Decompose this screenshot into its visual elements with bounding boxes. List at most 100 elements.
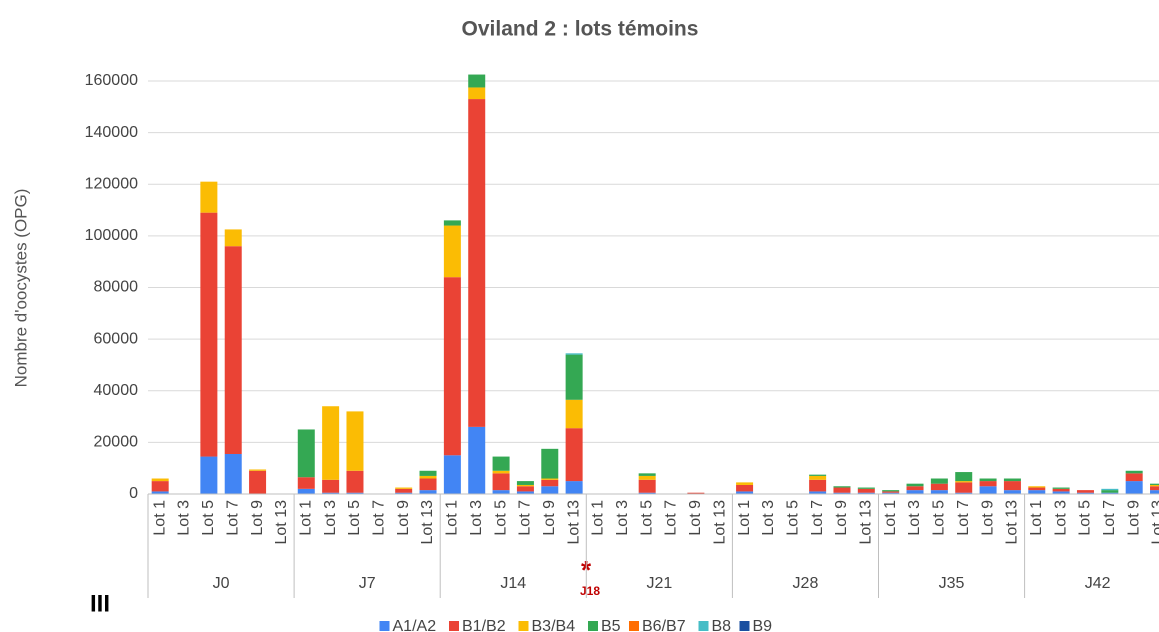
x-tick-label: Lot 9 bbox=[541, 500, 558, 536]
bar-segment bbox=[322, 406, 340, 480]
legend-swatch bbox=[518, 621, 529, 631]
bar-segment bbox=[809, 474, 827, 476]
bar-segment bbox=[979, 486, 997, 494]
bar-segment bbox=[151, 478, 169, 482]
x-tick-label: Lot 3 bbox=[468, 500, 485, 536]
x-tick-label: Lot 1 bbox=[882, 500, 899, 536]
bar-segment bbox=[1150, 486, 1159, 491]
bar-segment bbox=[736, 484, 754, 492]
legend-label: B8 bbox=[712, 618, 732, 632]
x-tick-label: Lot 13 bbox=[711, 500, 728, 545]
bar-segment bbox=[1150, 490, 1159, 494]
bar-segment bbox=[1028, 486, 1046, 488]
legend-label: B5 bbox=[601, 618, 621, 632]
bar-segment bbox=[1150, 484, 1159, 487]
x-tick-label: Lot 3 bbox=[1052, 500, 1069, 536]
bar-segment bbox=[468, 87, 486, 100]
bar-segment bbox=[492, 473, 510, 491]
bar-segment bbox=[200, 181, 218, 213]
bar-segment bbox=[736, 482, 754, 485]
bar-segment bbox=[516, 486, 534, 492]
bar-segment bbox=[906, 486, 924, 491]
legend-swatch bbox=[698, 621, 709, 631]
bar-segment bbox=[955, 481, 973, 483]
bar-segment bbox=[419, 475, 437, 479]
bar-segment bbox=[468, 426, 486, 494]
bar-segment bbox=[930, 490, 948, 494]
bar-segment bbox=[809, 479, 827, 492]
bar-segment bbox=[468, 74, 486, 88]
bar-segment bbox=[516, 491, 534, 494]
bar-segment bbox=[565, 354, 583, 400]
x-tick-label: Lot 13 bbox=[858, 500, 875, 545]
x-tick-label: Lot 1 bbox=[736, 500, 753, 536]
x-tick-label: Lot 1 bbox=[1028, 500, 1045, 536]
bar-segment bbox=[151, 491, 169, 494]
bar-segment bbox=[1003, 478, 1021, 482]
y-tick-label: 80000 bbox=[94, 279, 139, 296]
bar-segment bbox=[492, 490, 510, 494]
bar-segment bbox=[882, 492, 900, 494]
bar-segment bbox=[687, 492, 705, 494]
x-tick-label: Lot 7 bbox=[517, 500, 534, 536]
bar-segment bbox=[443, 220, 461, 226]
bar-segment bbox=[468, 99, 486, 427]
bar-segment bbox=[638, 475, 656, 480]
bar-segment bbox=[297, 477, 315, 489]
x-tick-label: Lot 7 bbox=[224, 500, 241, 536]
y-tick-label: 0 bbox=[129, 485, 138, 502]
bar-segment bbox=[565, 428, 583, 482]
bar-segment bbox=[492, 456, 510, 471]
bar-segment bbox=[1101, 492, 1119, 494]
bar-segment bbox=[930, 478, 948, 484]
bar-segment bbox=[906, 483, 924, 487]
annotation-day: J18 bbox=[580, 584, 600, 598]
bar-segment bbox=[151, 481, 169, 492]
bar-segment bbox=[492, 470, 510, 474]
group-label: J7 bbox=[359, 575, 376, 592]
bar-segment bbox=[857, 488, 875, 493]
bar-segment bbox=[443, 225, 461, 278]
bar-segment bbox=[1101, 490, 1119, 493]
bar-segment bbox=[809, 491, 827, 494]
legend-swatch bbox=[629, 621, 639, 631]
bar-segment bbox=[736, 491, 754, 494]
y-tick-label: 60000 bbox=[94, 330, 139, 347]
bar-segment bbox=[1003, 490, 1021, 494]
x-tick-label: Lot 7 bbox=[663, 500, 680, 536]
bar-segment bbox=[541, 486, 559, 494]
chart-title: Oviland 2 : lots témoins bbox=[462, 18, 699, 41]
bar-segment bbox=[346, 470, 364, 493]
x-tick-label: Lot 3 bbox=[176, 500, 193, 536]
legend-label: B6/B7 bbox=[642, 618, 686, 632]
bar-segment bbox=[395, 488, 413, 493]
bar-segment bbox=[1003, 481, 1021, 491]
bar-segment bbox=[516, 481, 534, 485]
x-tick-label: Lot 13 bbox=[1004, 500, 1021, 545]
bar-segment bbox=[1101, 488, 1119, 491]
bar-segment bbox=[882, 490, 900, 492]
bar-segment bbox=[395, 487, 413, 489]
legend-swatch bbox=[379, 621, 390, 631]
x-tick-label: Lot 7 bbox=[1101, 500, 1118, 536]
x-tick-label: Lot 3 bbox=[322, 500, 339, 536]
x-tick-label: Lot 13 bbox=[419, 500, 436, 545]
bar-segment bbox=[443, 455, 461, 494]
y-tick-label: 20000 bbox=[94, 434, 139, 451]
bar-segment bbox=[395, 492, 413, 494]
x-tick-label: Lot 13 bbox=[273, 500, 290, 545]
group-label: J14 bbox=[500, 575, 526, 592]
bar-segment bbox=[297, 429, 315, 478]
x-tick-label: Lot 9 bbox=[249, 500, 266, 536]
bar-segment bbox=[955, 492, 973, 494]
x-tick-label: Lot 5 bbox=[200, 500, 217, 536]
legend-label: B9 bbox=[753, 618, 773, 632]
x-tick-label: Lot 13 bbox=[1150, 500, 1159, 545]
bar-segment bbox=[200, 212, 218, 457]
bar-segment bbox=[930, 483, 948, 491]
bar-segment bbox=[565, 481, 583, 494]
bar-segment bbox=[419, 490, 437, 494]
bar-segment bbox=[857, 492, 875, 494]
bar-segment bbox=[1052, 487, 1070, 489]
